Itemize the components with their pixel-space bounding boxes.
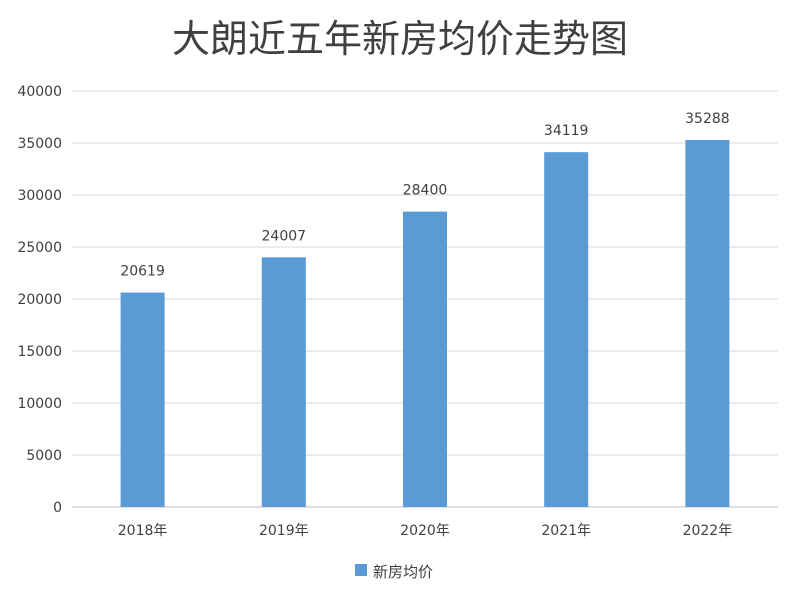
x-tick-label: 2018年 xyxy=(118,523,168,539)
y-tick-label: 40000 xyxy=(17,84,62,100)
legend: 新房均价 xyxy=(355,563,433,581)
data-label: 35288 xyxy=(685,111,730,127)
data-labels: 20619 24007 28400 34119 35288 xyxy=(120,111,729,280)
data-label: 20619 xyxy=(120,264,165,280)
x-tick-label: 2021年 xyxy=(541,523,591,539)
y-tick-label: 30000 xyxy=(17,188,62,204)
bar xyxy=(120,292,165,507)
data-label: 24007 xyxy=(262,228,307,244)
data-label: 34119 xyxy=(544,123,589,139)
y-tick-label: 25000 xyxy=(17,240,62,256)
data-label: 28400 xyxy=(403,183,448,199)
x-tick-label: 2020年 xyxy=(400,523,450,539)
bar xyxy=(261,257,306,507)
bars xyxy=(120,140,730,507)
legend-label: 新房均价 xyxy=(373,563,433,581)
x-tick-label: 2019年 xyxy=(259,523,309,539)
y-tick-label: 20000 xyxy=(17,292,62,308)
chart-title: 大朗近五年新房均价走势图 xyxy=(172,17,628,61)
bar xyxy=(544,152,589,507)
y-tick-label: 15000 xyxy=(17,344,62,360)
y-tick-label: 35000 xyxy=(17,136,62,152)
y-axis-tick-labels: 0 5000 10000 15000 20000 25000 30000 35000 40000 xyxy=(17,84,62,516)
legend-swatch xyxy=(355,564,367,576)
bar xyxy=(685,140,730,507)
y-tick-label: 5000 xyxy=(26,448,62,464)
y-tick-label: 10000 xyxy=(17,396,62,412)
y-tick-label: 0 xyxy=(53,500,62,516)
x-axis-tick-labels: 2018年 2019年 2020年 2021年 2022年 xyxy=(118,523,732,539)
x-tick-label: 2022年 xyxy=(683,523,733,539)
bar xyxy=(403,211,447,507)
